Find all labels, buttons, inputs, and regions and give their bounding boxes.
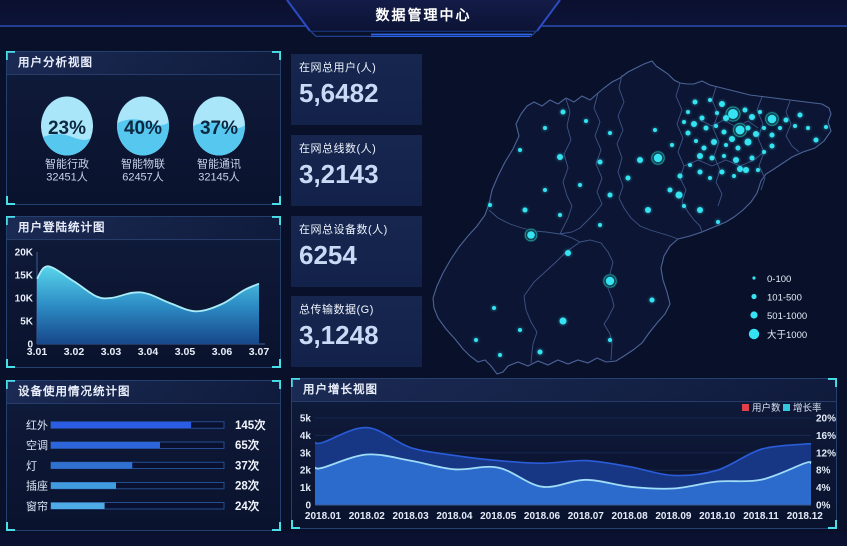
svg-text:501-1000: 501-1000 [767,311,807,322]
svg-text:20%: 20% [816,414,836,425]
svg-text:2018.10: 2018.10 [699,511,736,522]
svg-text:窗帘: 窗帘 [26,499,48,513]
svg-text:5k: 5k [300,414,312,425]
svg-text:40%: 40% [124,118,162,139]
svg-text:红外: 红外 [26,419,48,432]
svg-text:大于1000: 大于1000 [767,329,807,341]
svg-text:145次: 145次 [235,418,266,432]
svg-text:3.06: 3.06 [212,346,233,358]
svg-text:2018.09: 2018.09 [655,511,692,522]
svg-text:2018.11: 2018.11 [743,511,779,522]
svg-text:101-500: 101-500 [767,293,802,304]
svg-text:8%: 8% [816,466,831,477]
svg-text:3.05: 3.05 [175,346,196,358]
svg-text:2018.12: 2018.12 [787,511,824,522]
svg-text:2018.05: 2018.05 [480,511,517,522]
svg-text:智能行政: 智能行政 [45,157,89,171]
svg-text:2018.04: 2018.04 [436,511,473,522]
svg-text:3k: 3k [300,448,312,459]
svg-text:3.03: 3.03 [101,346,122,358]
svg-text:用户数: 用户数 [752,402,781,414]
svg-text:3.07: 3.07 [249,346,270,358]
svg-text:28次: 28次 [235,479,260,493]
svg-text:2018.03: 2018.03 [393,511,430,522]
svg-text:增长率: 增长率 [793,402,822,414]
svg-text:15K: 15K [15,271,34,282]
svg-text:23%: 23% [48,118,86,139]
svg-text:3.04: 3.04 [138,346,159,358]
svg-text:10K: 10K [15,294,34,305]
svg-text:37次: 37次 [235,458,260,472]
svg-text:62457人: 62457人 [122,171,164,184]
svg-text:65次: 65次 [235,438,260,452]
svg-text:0: 0 [305,501,311,512]
svg-text:2k: 2k [300,466,312,477]
svg-text:4k: 4k [300,431,312,442]
svg-text:37%: 37% [200,118,238,139]
svg-text:2018.08: 2018.08 [612,511,649,522]
svg-text:0-100: 0-100 [767,274,791,285]
svg-text:2018.01: 2018.01 [305,511,342,522]
svg-text:1k: 1k [300,483,312,494]
svg-text:12%: 12% [816,448,836,459]
svg-text:插座: 插座 [26,479,48,493]
svg-text:智能物联: 智能物联 [121,157,165,171]
svg-text:0: 0 [27,340,33,351]
svg-text:32451人: 32451人 [46,171,88,184]
svg-text:16%: 16% [816,431,836,442]
svg-text:3.01: 3.01 [27,346,48,358]
svg-text:20K: 20K [15,248,34,259]
svg-text:2018.02: 2018.02 [349,511,386,522]
svg-text:智能通讯: 智能通讯 [197,157,241,171]
svg-text:2018.06: 2018.06 [524,511,561,522]
svg-text:4%: 4% [816,483,831,494]
svg-text:3.02: 3.02 [64,346,85,358]
svg-text:24次: 24次 [235,499,260,513]
svg-text:空调: 空调 [26,438,48,452]
svg-text:0%: 0% [816,501,831,512]
svg-text:5K: 5K [20,317,34,328]
svg-text:2018.07: 2018.07 [568,511,605,522]
svg-text:32145人: 32145人 [198,171,240,184]
svg-text:灯: 灯 [26,459,37,472]
